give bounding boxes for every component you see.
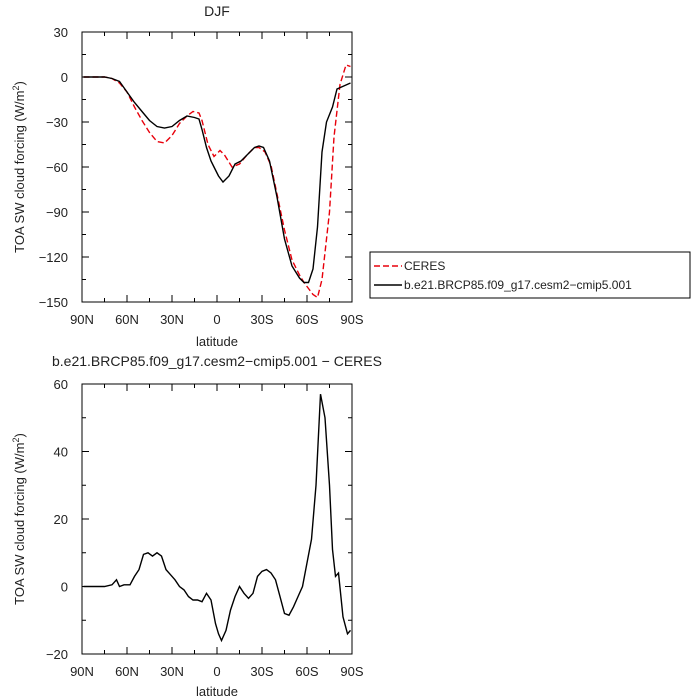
chart-title: DJF <box>204 3 230 19</box>
x-tick-label: 30S <box>250 312 273 327</box>
plot-frame <box>81 31 353 303</box>
x-tick-label: 90S <box>340 312 363 327</box>
x-tick-label: 90S <box>340 664 363 679</box>
x-tick-label: 60N <box>115 664 139 679</box>
x-tick-label: 60S <box>295 312 318 327</box>
x-tick-label: 60N <box>115 312 139 327</box>
x-tick-label: 30N <box>160 312 184 327</box>
y-tick-label: 20 <box>54 512 68 527</box>
y-tick-label: −120 <box>39 250 68 265</box>
x-tick-label: 0 <box>213 664 220 679</box>
y-tick-label: −20 <box>46 647 68 662</box>
x-tick-label: 60S <box>295 664 318 679</box>
chart-panel-2: b.e21.BRCP85.f09_g17.cesm2−cmip5.001 − C… <box>11 353 382 699</box>
y-axis-label-sup: 2 <box>11 86 21 91</box>
legend-label: b.e21.BRCP85.f09_g17.cesm2−cmip5.001 <box>404 278 632 292</box>
chart-panel-1: DJF −150 −120 −90 −60 −30 0 30 90N 60N 30N 0 30S 60S 9… <box>11 3 691 349</box>
y-axis-label-text: TOA SW cloud forcing (W/m <box>12 91 27 253</box>
x-tick-label: 90N <box>70 312 94 327</box>
y-tick-label: −30 <box>46 115 68 130</box>
x-axis-label: latitude <box>196 334 238 349</box>
x-axis-label: latitude <box>196 684 238 699</box>
y-axis-label-tail: ) <box>12 433 27 437</box>
series-line-series-1 <box>83 393 352 643</box>
y-tick-label: 0 <box>61 70 68 85</box>
y-tick-label: −60 <box>46 160 68 175</box>
y-axis-label-text: TOA SW cloud forcing (W/m <box>12 443 27 605</box>
y-tick-label: −150 <box>39 295 68 310</box>
y-axis-label-tail: ) <box>12 81 27 85</box>
y-tick-label: 40 <box>54 445 68 460</box>
y-axis-label: TOA SW cloud forcing (W/m2) <box>11 433 27 605</box>
y-axis-label: TOA SW cloud forcing (W/m2) <box>11 81 27 253</box>
x-tick-label: 0 <box>213 312 220 327</box>
series-line-ceres <box>83 64 351 299</box>
legend-box <box>369 251 691 299</box>
plot-frame <box>81 383 353 655</box>
y-tick-label: 0 <box>61 580 68 595</box>
y-tick-label: 30 <box>54 25 68 40</box>
y-axis-label-sup: 2 <box>11 438 21 443</box>
series-line-b-e21-brcp85-f09-g17-cesm2-cmip5-001 <box>83 76 351 284</box>
y-tick-label: 60 <box>54 377 68 392</box>
x-tick-label: 90N <box>70 664 94 679</box>
legend: CERES b.e21.BRCP85.f09_g17.cesm2−cmip5.00… <box>369 251 691 299</box>
x-tick-label: 30S <box>250 664 273 679</box>
y-tick-label: −90 <box>46 205 68 220</box>
x-tick-label: 30N <box>160 664 184 679</box>
chart-title: b.e21.BRCP85.f09_g17.cesm2−cmip5.001 − C… <box>52 353 382 369</box>
legend-label: CERES <box>404 259 445 273</box>
